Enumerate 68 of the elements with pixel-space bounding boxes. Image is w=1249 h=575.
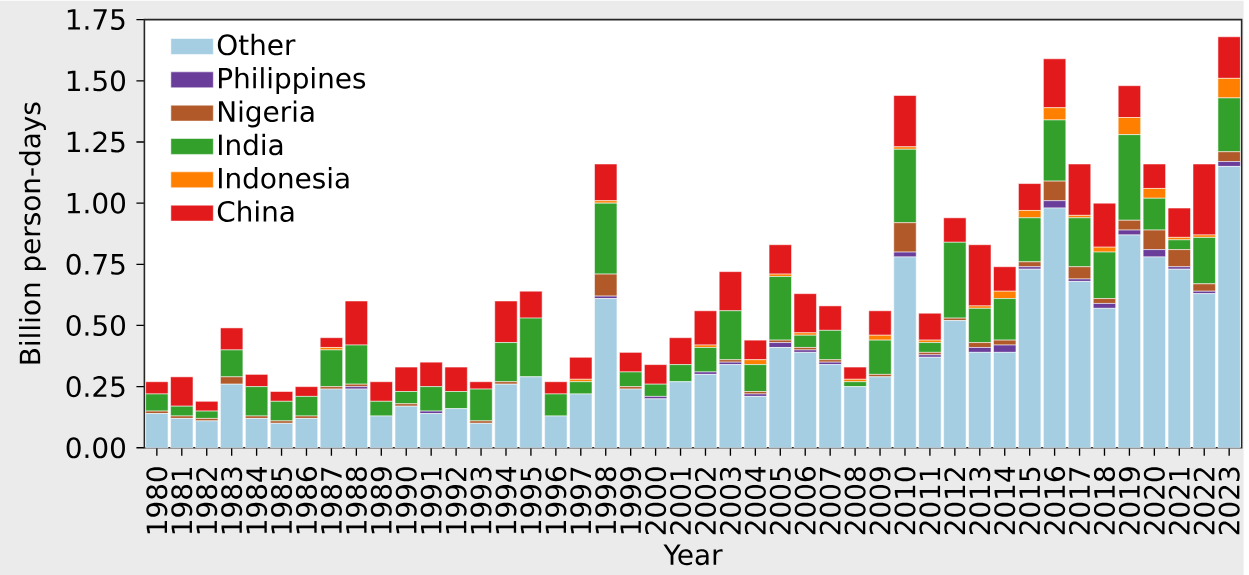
x-tick-label: 2009: [869, 467, 891, 535]
legend-label: Indonesia: [218, 167, 349, 189]
bar: [1092, 202, 1116, 248]
x-tick-label: 2023: [1218, 467, 1240, 535]
x-tick-label: 2021: [1168, 467, 1190, 535]
x-tick-label: 2018: [1093, 467, 1116, 535]
x-tick-label: 1995: [520, 467, 542, 534]
x-tick-label: 2013: [969, 467, 991, 535]
y-tick-label: 1.50: [67, 70, 125, 92]
x-tick-label: 1982: [196, 468, 218, 534]
x-tick-label: 2022: [1193, 468, 1215, 535]
x-tick-label: 2016: [1044, 466, 1066, 535]
x-tick-label: 1984: [246, 466, 268, 534]
y-tick-label: 1.00: [67, 192, 125, 214]
x-tick-label: 1994: [495, 466, 517, 534]
x-tick-label: 1992: [445, 468, 467, 534]
x-tick-label: 2015: [1019, 467, 1041, 535]
x-tick-label: 1989: [370, 467, 392, 534]
y-tick-label: 0.25: [66, 375, 125, 398]
bar: [693, 310, 717, 346]
x-tick-label: 1996: [545, 466, 567, 534]
x-tick-label: 1997: [570, 467, 592, 534]
bar: [768, 244, 792, 275]
x-tick-label: 1998: [595, 467, 617, 534]
x-tick-label: 1988: [345, 467, 367, 534]
x-tick-label: 2010: [894, 467, 916, 535]
legend-label: Philippines: [218, 67, 366, 94]
x-tick-label: 2001: [670, 467, 692, 535]
legend-label: India: [218, 133, 283, 156]
x-tick-label: 2011: [919, 467, 941, 535]
y-tick-label: 1.75: [67, 9, 125, 30]
x-tick-label: 2004: [744, 466, 766, 535]
y-axis-title: Billion person-days: [18, 102, 46, 364]
x-tick-label: 2012: [944, 468, 966, 535]
y-tick-label: 0.00: [66, 437, 125, 459]
x-tick-label: 2020: [1143, 467, 1165, 535]
x-tick-label: 1983: [221, 467, 243, 534]
legend-label: Other: [217, 33, 296, 56]
x-tick-label: 1981: [171, 467, 193, 534]
x-tick-label: 2019: [1118, 467, 1140, 535]
x-tick-label: 1999: [620, 467, 642, 534]
legend-label: Nigeria: [218, 100, 314, 128]
x-tick-label: 2007: [819, 467, 841, 535]
x-tick-label: 2000: [645, 467, 667, 535]
x-tick-label: 2017: [1068, 467, 1091, 535]
y-tick-label: 0.75: [66, 253, 125, 275]
x-tick-label: 2008: [844, 467, 866, 535]
bar: [693, 347, 717, 373]
bar: [1092, 251, 1116, 299]
x-tick-label: 1990: [395, 467, 417, 534]
bar: [594, 163, 618, 201]
y-tick-label: 1.25: [67, 131, 125, 153]
x-tick-label: 2005: [769, 467, 791, 535]
y-tick-label: 0.50: [66, 314, 125, 336]
x-axis-title: Year: [663, 544, 723, 566]
x-tick-label: 2003: [719, 467, 741, 535]
bar: [893, 95, 917, 148]
x-tick-label: 2014: [994, 466, 1016, 535]
x-tick-label: 1986: [295, 466, 318, 534]
x-tick-label: 2006: [794, 466, 816, 535]
x-tick-label: 2002: [694, 468, 717, 535]
x-tick-label: 1987: [320, 467, 342, 534]
x-tick-label: 1980: [146, 467, 168, 534]
bar: [1068, 163, 1092, 216]
x-tick-label: 1985: [271, 467, 293, 534]
legend-label: China: [217, 200, 294, 222]
x-tick-label: 1993: [470, 467, 492, 534]
x-tick-label: 1991: [420, 467, 442, 534]
